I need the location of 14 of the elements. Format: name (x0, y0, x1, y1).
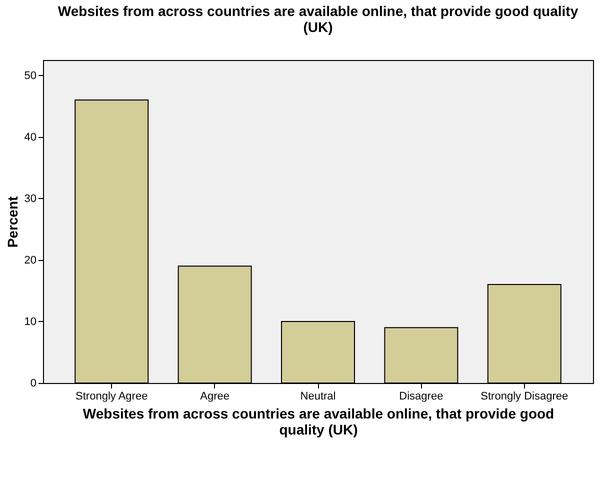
y-tick-label: 40 (24, 131, 36, 144)
x-tick-label: Strongly Disagree (480, 390, 568, 402)
y-tick-label: 20 (24, 254, 36, 266)
x-tick-label: Disagree (399, 390, 444, 402)
x-axis-title: Websites from across countries are available online, that provide good quality (UK) (82, 406, 554, 438)
y-tick-label: 0 (30, 378, 36, 390)
y-axis-title: Percent (4, 196, 20, 248)
chart-title: Websites from across countries are available online, that provide good quality (UK) (58, 3, 578, 35)
x-tick-label: Neutral (300, 390, 336, 402)
y-tick-label: 10 (24, 316, 36, 328)
x-tick-label: Strongly Agree (76, 390, 148, 402)
y-tick-label: 50 (24, 70, 36, 82)
y-tick-label: 30 (24, 192, 36, 205)
x-tick-label: Agree (200, 390, 230, 402)
